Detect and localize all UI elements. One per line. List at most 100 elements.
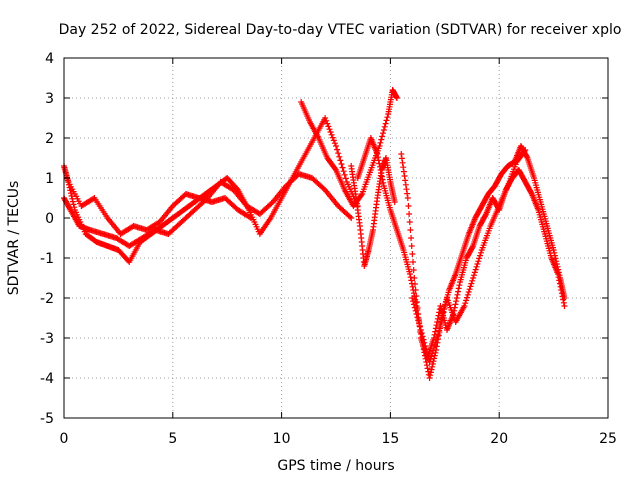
- data-point: [407, 274, 414, 281]
- data-point: [342, 175, 349, 182]
- data-point: [477, 252, 484, 259]
- data-point: [555, 274, 562, 281]
- data-point: [560, 299, 567, 306]
- data-point: [426, 359, 433, 365]
- data-point: [379, 176, 386, 183]
- data-point: [470, 275, 477, 281]
- y-tick-label: -2: [40, 291, 54, 307]
- y-tick-label: 0: [45, 211, 54, 227]
- data-point: [469, 277, 476, 284]
- data-point: [421, 339, 428, 346]
- data-point: [482, 212, 489, 219]
- data-point: [463, 294, 470, 301]
- data-point: [437, 320, 444, 327]
- data-point: [429, 361, 436, 367]
- data-point: [404, 190, 411, 197]
- y-tick-label: 3: [45, 91, 54, 107]
- data-point: [429, 363, 436, 370]
- data-point: [334, 146, 341, 153]
- data-point: [422, 343, 429, 349]
- data-point: [327, 129, 334, 135]
- data-point: [556, 280, 563, 287]
- data-point: [427, 369, 434, 376]
- data-point: [454, 291, 461, 298]
- data-point: [382, 120, 389, 127]
- data-point: [328, 131, 335, 138]
- data-point: [380, 130, 387, 137]
- series-track-2: [61, 171, 355, 249]
- data-point: [346, 213, 353, 220]
- data-point: [456, 282, 463, 289]
- data-point: [453, 298, 460, 305]
- data-point: [469, 244, 476, 251]
- data-point: [410, 301, 417, 308]
- data-point: [377, 139, 384, 146]
- data-point: [71, 204, 78, 211]
- data-point: [461, 303, 468, 309]
- data-point: [417, 327, 424, 333]
- x-tick-label: 25: [599, 431, 617, 447]
- data-point: [423, 362, 430, 369]
- data-point: [376, 143, 383, 149]
- y-tick-label: -4: [40, 371, 54, 387]
- data-point: [248, 215, 255, 221]
- data-point: [402, 177, 409, 184]
- x-tick-label: 5: [168, 431, 177, 447]
- data-point: [335, 150, 342, 157]
- data-point: [423, 346, 430, 353]
- data-point: [426, 375, 433, 381]
- data-point: [380, 127, 387, 133]
- data-point: [418, 330, 425, 337]
- data-point: [408, 235, 415, 241]
- x-axis-label: GPS time / hours: [277, 458, 394, 474]
- data-point: [326, 126, 333, 133]
- data-point: [554, 271, 561, 277]
- data-point: [377, 167, 384, 173]
- data-point: [560, 296, 567, 303]
- data-point: [430, 347, 437, 354]
- series-track-5: [348, 155, 398, 269]
- data-point: [475, 258, 482, 265]
- data-point: [522, 147, 529, 153]
- data-point: [435, 331, 442, 337]
- data-point: [69, 198, 76, 205]
- data-point: [468, 280, 475, 287]
- data-layer: [61, 87, 568, 381]
- data-point: [423, 349, 430, 356]
- data-point: [557, 283, 564, 290]
- data-point: [521, 148, 528, 155]
- data-point: [337, 157, 344, 164]
- x-tick-label: 0: [60, 431, 69, 447]
- data-point: [477, 249, 484, 256]
- data-point: [561, 303, 568, 309]
- data-point: [470, 272, 477, 279]
- data-point: [432, 328, 439, 335]
- data-point: [424, 352, 431, 359]
- data-point: [413, 293, 420, 299]
- data-point: [427, 372, 434, 379]
- data-point: [558, 290, 565, 297]
- data-point: [415, 317, 422, 324]
- data-point: [400, 168, 407, 175]
- data-point: [425, 368, 432, 375]
- data-point: [436, 327, 443, 334]
- grid-layer: [64, 58, 608, 418]
- data-point: [556, 277, 563, 284]
- series-track-3: [65, 179, 255, 237]
- data-point: [427, 356, 434, 363]
- data-point: [413, 311, 420, 317]
- data-point: [404, 195, 411, 201]
- data-point: [358, 192, 365, 199]
- data-point: [399, 159, 406, 166]
- data-point: [432, 339, 439, 346]
- data-point: [420, 336, 427, 343]
- data-point: [411, 281, 418, 287]
- series-track-6: [354, 135, 568, 381]
- data-point: [414, 314, 421, 321]
- data-point: [462, 300, 469, 307]
- data-point: [331, 140, 338, 147]
- data-point: [424, 365, 431, 372]
- data-point: [463, 297, 470, 304]
- series-track-8: [409, 147, 529, 365]
- data-point: [398, 155, 405, 162]
